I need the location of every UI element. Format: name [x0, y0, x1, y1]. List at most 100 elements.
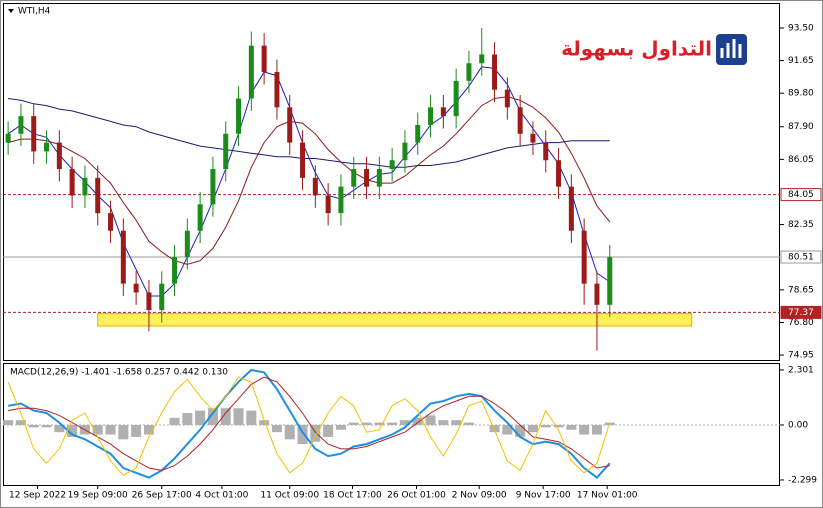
histogram-bar — [348, 422, 359, 425]
histogram-bar — [259, 420, 270, 425]
histogram-bar — [182, 413, 193, 425]
x-tick-label: 26 Oct 01:00 — [387, 491, 446, 501]
menu-arrow[interactable] — [8, 9, 14, 13]
candle-body — [248, 45, 254, 99]
x-tick-label: 26 Sep 17:00 — [132, 491, 192, 501]
logo-bars — [720, 39, 742, 58]
histogram-bar — [246, 410, 257, 425]
histogram-bar — [310, 424, 321, 442]
histogram-bar — [412, 417, 423, 425]
candle-body — [18, 116, 24, 134]
histogram-bar — [374, 422, 385, 425]
y-tick-label: 93.50 — [788, 23, 814, 33]
candle-body — [543, 142, 549, 161]
candle-body — [517, 107, 523, 134]
histogram-bar — [463, 422, 474, 425]
histogram-bar — [195, 410, 206, 425]
candle-body — [184, 230, 190, 258]
histogram-bar — [207, 408, 218, 425]
candle-body — [338, 186, 344, 214]
moving-average — [7, 66, 611, 297]
candle-body — [56, 142, 62, 170]
histogram-bar — [54, 424, 65, 433]
candle-body — [325, 195, 331, 214]
candle-body — [479, 54, 485, 64]
candle-body — [376, 169, 382, 187]
histogram-bar — [118, 424, 129, 440]
macd-line — [7, 368, 611, 479]
logo-text: التداول بسهولة — [561, 37, 712, 61]
histogram-bar — [169, 417, 180, 425]
candle-body — [108, 213, 114, 231]
candle-body — [133, 283, 139, 293]
candle-body — [556, 160, 562, 187]
histogram-bar — [361, 422, 372, 425]
candle-body — [223, 133, 229, 170]
histogram-bar — [3, 420, 14, 425]
x-tick-label: 2 Nov 09:00 — [452, 491, 507, 501]
macd-title: MACD(12,26,9) -1.401 -1.658 0.257 0.442 … — [10, 368, 228, 378]
histogram-bar — [451, 420, 462, 425]
macd-line — [8, 376, 610, 471]
candle-body — [5, 133, 11, 143]
candle-body — [440, 107, 446, 117]
candle-body — [44, 142, 50, 152]
candle-body — [146, 292, 152, 311]
histogram-bar — [527, 424, 538, 433]
candle-body — [210, 169, 216, 205]
candle-body — [504, 89, 510, 108]
support-zone — [97, 313, 693, 327]
y-tick-label: 78.65 — [788, 285, 814, 295]
x-tick-label: 18 Oct 17:00 — [323, 491, 382, 501]
candle-body — [453, 80, 459, 117]
candle-body — [95, 177, 101, 214]
histogram-bar — [28, 424, 39, 428]
histogram-bar — [15, 420, 26, 425]
y-tick-label: 87.90 — [788, 122, 814, 132]
histogram-bar — [67, 424, 78, 437]
candle-body — [159, 283, 165, 311]
histogram-bar — [591, 424, 602, 435]
candle-body — [197, 204, 203, 231]
x-tick-label: 19 Sep 09:00 — [68, 491, 128, 501]
y-tick-label: 74.95 — [788, 351, 814, 361]
candle-body — [389, 160, 395, 170]
y-tick-label: 76.80 — [788, 318, 814, 328]
candle-body — [581, 230, 587, 284]
y-tick-label: -2.299 — [788, 475, 817, 485]
y-tick-label: 0.00 — [788, 420, 808, 430]
candle-body — [287, 107, 293, 143]
histogram-bar — [284, 424, 295, 440]
moving-average — [8, 98, 610, 168]
histogram-bar — [271, 424, 282, 433]
histogram-bar — [143, 424, 154, 435]
y-tick-label: 89.80 — [788, 89, 814, 99]
level-box — [780, 250, 822, 264]
histogram-bar — [220, 408, 231, 425]
level-label: 80.51 — [788, 253, 814, 263]
y-tick-label: 82.35 — [788, 220, 814, 230]
x-tick-label: 9 Nov 17:00 — [516, 491, 571, 501]
histogram-bar — [502, 424, 513, 435]
histogram-bar — [387, 422, 398, 425]
x-tick-label: 17 Nov 01:00 — [577, 491, 638, 501]
candle-body — [594, 283, 600, 305]
histogram-bar — [515, 424, 526, 437]
histogram-bar — [233, 408, 244, 425]
candle-body — [236, 98, 242, 134]
histogram-bar — [41, 424, 52, 428]
level-label: 77.37 — [788, 308, 814, 318]
logo: التداول بسهولة — [561, 34, 747, 65]
histogram-bar — [438, 420, 449, 425]
histogram-bar — [553, 424, 564, 428]
y-tick-label: 86.05 — [788, 155, 814, 165]
candle-body — [312, 177, 318, 196]
y-tick-label: 91.65 — [788, 56, 814, 66]
histogram-bar — [335, 424, 346, 430]
histogram-bar — [579, 424, 590, 435]
candle-body — [466, 63, 472, 81]
histogram-bar — [297, 424, 308, 445]
candle-body — [351, 169, 357, 187]
level-label: 84.05 — [788, 190, 814, 200]
